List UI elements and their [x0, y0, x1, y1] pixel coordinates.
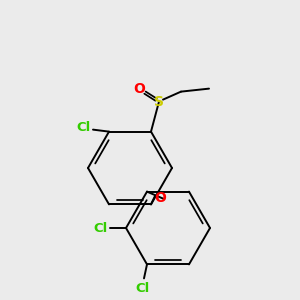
Text: O: O	[133, 82, 145, 96]
Text: Cl: Cl	[136, 282, 150, 295]
Text: O: O	[154, 191, 166, 205]
Text: Cl: Cl	[93, 221, 107, 235]
Text: S: S	[154, 94, 164, 109]
Text: Cl: Cl	[77, 121, 91, 134]
